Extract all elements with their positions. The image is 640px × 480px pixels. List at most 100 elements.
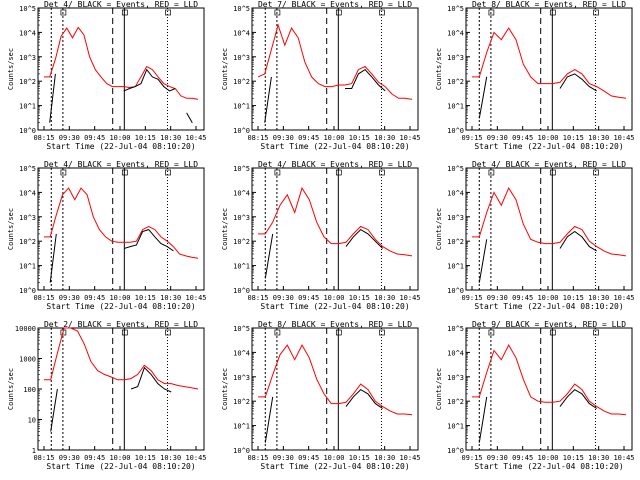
- x-tick-label: 10:30: [160, 134, 181, 142]
- y-tick-label: 10^4: [233, 189, 250, 197]
- x-axis-label: Start Time (22-Jul-04 08:10:20): [260, 302, 409, 311]
- x-tick-label: 10:45: [399, 454, 420, 462]
- y-tick-label: 10^5: [233, 325, 250, 333]
- x-tick-label: 10:30: [588, 134, 609, 142]
- y-axis-label: Counts/sec: [7, 48, 15, 90]
- x-tick-label: 10:30: [374, 454, 395, 462]
- y-tick-label: 10^1: [447, 423, 464, 431]
- panel-3: Det 8/ BLACK = Events, RED = LLD 10^0 10^1…: [435, 0, 635, 151]
- x-tick-label: 10:30: [588, 454, 609, 462]
- x-tick-label: 09:30: [59, 134, 80, 142]
- panel-9: Det 9/ BLACK = Events, RED = LLD 10^0 10^1…: [435, 320, 635, 471]
- x-tick-label: 08:15: [33, 294, 54, 302]
- x-tick-label: 09:45: [298, 294, 319, 302]
- y-axis-label: Counts/sec: [7, 208, 15, 250]
- plot-frame: [251, 7, 419, 131]
- marker-flag: [165, 9, 171, 16]
- x-tick-label: 09:45: [84, 294, 105, 302]
- y-tick-label: 10^3: [233, 374, 250, 382]
- y-tick-label: 10^0: [233, 447, 250, 455]
- y-tick-label: 10^5: [447, 5, 464, 13]
- x-tick-label: 10:00: [323, 134, 344, 142]
- x-tick-label: 09:45: [84, 454, 105, 462]
- x-tick-label: 09:30: [59, 294, 80, 302]
- x-tick-label: 10:15: [135, 134, 156, 142]
- panel-2: Det 7/ BLACK = Events, RED = LLD 10^0 10^1…: [221, 0, 421, 151]
- marker-flag: [121, 169, 128, 176]
- y-tick-label: 1000: [19, 356, 36, 364]
- series-line-events: [478, 73, 597, 119]
- x-tick-label: 09:30: [487, 134, 508, 142]
- x-tick-label: 10:30: [588, 294, 609, 302]
- x-tick-label: 09:15: [461, 454, 482, 462]
- y-tick-label: 10^1: [233, 423, 250, 431]
- marker-flag: [335, 9, 342, 16]
- y-tick-label: 100: [23, 386, 36, 394]
- y-tick-label: 10^1: [19, 103, 36, 111]
- y-tick-label: 10^0: [447, 287, 464, 295]
- y-tick-label: 10^5: [233, 165, 250, 173]
- y-tick-label: 10^4: [447, 349, 464, 357]
- y-tick-label: 10^3: [447, 54, 464, 62]
- y-tick-label: 10^2: [19, 78, 36, 86]
- plot-frame: [465, 167, 633, 291]
- x-tick-label: 09:45: [84, 134, 105, 142]
- panel-6: Det 4/ BLACK = Events, RED = LLD 10^0 10^1…: [435, 160, 635, 311]
- x-tick-label: 10:45: [399, 134, 420, 142]
- x-axis-label: Start Time (22-Jul-04 08:10:20): [260, 462, 409, 471]
- series-line-events: [478, 230, 597, 283]
- x-tick-label: 10:30: [374, 134, 395, 142]
- y-tick-label: 10^1: [447, 103, 464, 111]
- plot-frame: [251, 167, 419, 291]
- y-axis-label: Counts/sec: [221, 368, 229, 410]
- series-line-events: [478, 388, 597, 443]
- x-tick-label: 10:00: [109, 134, 130, 142]
- x-tick-label: 09:45: [512, 134, 533, 142]
- series-line-events: [264, 388, 383, 443]
- y-tick-label: 10^1: [233, 263, 250, 271]
- marker-flag: [335, 169, 342, 176]
- x-tick-label: 09:30: [487, 454, 508, 462]
- y-tick-label: 10^1: [19, 263, 36, 271]
- x-tick-label: 09:15: [461, 134, 482, 142]
- y-tick-label: 10^0: [19, 127, 36, 135]
- series-line-lld: [472, 187, 627, 257]
- x-tick-label: 09:30: [273, 294, 294, 302]
- y-axis-label: Counts/sec: [221, 208, 229, 250]
- series-line-lld: [472, 27, 627, 99]
- y-tick-label: 10^2: [233, 398, 250, 406]
- y-tick-label: 10^4: [233, 29, 250, 37]
- x-tick-label: 09:45: [298, 134, 319, 142]
- plot-frame: [37, 7, 205, 131]
- panel-1: Det 4/ BLACK = Events, RED = LLD 10^0 10^1…: [7, 0, 207, 151]
- series-line-lld: [472, 344, 627, 416]
- marker-flag: [593, 9, 599, 16]
- marker-flag: [549, 9, 556, 16]
- x-tick-label: 10:00: [323, 454, 344, 462]
- panel-title: Det 9/ BLACK = Events, RED = LLD: [472, 320, 626, 329]
- series-line-lld: [258, 344, 413, 416]
- panel-title: Det 4/ BLACK = Events, RED = LLD: [44, 0, 198, 9]
- x-tick-label: 10:00: [109, 294, 130, 302]
- marker-flag: [593, 329, 599, 336]
- y-tick-label: 10^4: [447, 189, 464, 197]
- y-tick-label: 10^5: [447, 165, 464, 173]
- series-line-lld: [258, 186, 413, 257]
- series-line-events: [264, 68, 386, 123]
- marker-flag: [335, 329, 342, 336]
- x-tick-label: 10:30: [374, 294, 395, 302]
- x-tick-label: 10:30: [160, 454, 181, 462]
- marker-flag: [165, 329, 171, 336]
- panel-title: Det 8/ BLACK = Events, RED = LLD: [472, 0, 626, 9]
- y-tick-label: 10^0: [19, 287, 36, 295]
- x-tick-label: 09:45: [512, 454, 533, 462]
- y-tick-label: 10^1: [233, 103, 250, 111]
- marker-flag: [379, 9, 385, 16]
- marker-flag: [379, 329, 385, 336]
- x-tick-label: 10:00: [537, 134, 558, 142]
- marker-flag: [121, 9, 128, 16]
- x-tick-label: 09:30: [273, 454, 294, 462]
- panel-8: Det 8/ BLACK = Events, RED = LLD 10^0 10^1…: [221, 320, 421, 471]
- y-tick-label: 10^5: [233, 5, 250, 13]
- x-axis-label: Start Time (22-Jul-04 08:10:20): [260, 142, 409, 151]
